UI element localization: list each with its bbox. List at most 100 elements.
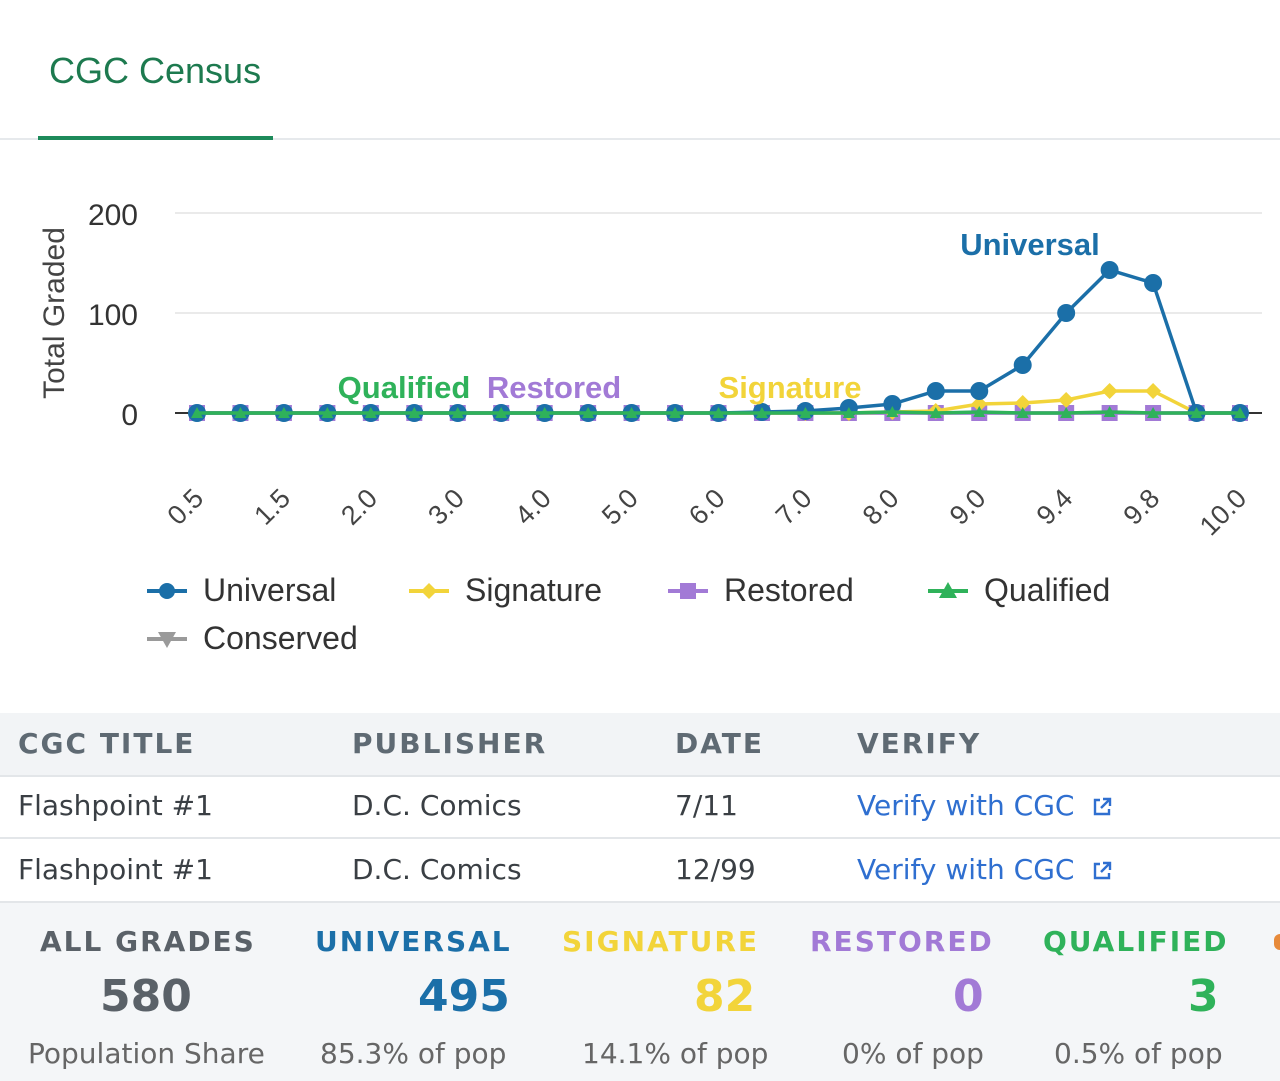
data-point-qualified	[1234, 407, 1246, 418]
stat-value: 82	[694, 971, 756, 1022]
stat-label: ALL GRADES	[40, 925, 256, 958]
x-tick-label: 9.8	[1118, 483, 1166, 531]
series-annotation-signature: Signature	[719, 370, 862, 405]
y-tick-label: 200	[88, 199, 138, 232]
cell-publisher: D.C. Comics	[352, 789, 522, 822]
legend-marker-conserved	[147, 632, 187, 648]
legend-item-conserved[interactable]: Conserved	[145, 616, 385, 662]
data-point-qualified	[669, 407, 682, 418]
x-tick-label: 0.5	[161, 483, 209, 531]
series-annotation-universal: Universal	[960, 227, 1100, 262]
data-point-signature	[1145, 383, 1162, 399]
external-link-icon	[1094, 861, 1112, 880]
x-tick-label: 9.0	[944, 483, 992, 531]
data-point-qualified	[712, 407, 725, 418]
stat-universal: UNIVERSAL 495 85.3% of pop	[282, 903, 522, 1081]
stat-share: 0% of pop	[842, 1037, 984, 1070]
cell-title: Flashpoint #1	[18, 853, 213, 886]
legend-item-signature[interactable]: Signature	[407, 568, 627, 614]
cell-date: 12/99	[675, 853, 756, 886]
table-row: Flashpoint #1 D.C. Comics 7/11 Verify wi…	[0, 775, 1280, 839]
active-tab-indicator	[38, 136, 273, 140]
data-point-qualified	[408, 407, 421, 418]
x-tick-label: 3.0	[422, 483, 470, 531]
data-point-qualified	[842, 407, 855, 418]
data-point-qualified	[538, 407, 551, 418]
census-line-chart: 200 100 0 0.5 1.5 2.0 3.0 4.0 5.0 6.0 7.0 8.0 9.0 9.4…	[88, 199, 1262, 540]
x-tick-label: 10.0	[1194, 483, 1252, 540]
stat-label: QUALIFIED	[1043, 925, 1229, 958]
stat-all-grades: ALL GRADES 580 Population Share	[0, 903, 282, 1081]
stat-value: 495	[418, 971, 510, 1022]
legend-item-restored[interactable]: Restored	[666, 568, 886, 614]
stat-share: 14.1% of pop	[582, 1037, 769, 1070]
legend-item-qualified[interactable]: Qualified	[926, 568, 1146, 614]
x-tick-label: 9.4	[1031, 483, 1079, 531]
tab-bar: CGC Census	[0, 0, 1280, 140]
external-link-icon	[1094, 797, 1112, 816]
data-point-qualified	[321, 407, 334, 418]
legend-marker-restored	[668, 583, 708, 599]
stat-share: 85.3% of pop	[320, 1037, 507, 1070]
table-header: CGC TITLE PUBLISHER DATE VERIFY	[0, 713, 1280, 777]
data-point-qualified	[886, 406, 899, 417]
data-point-qualified	[495, 407, 508, 418]
stat-value: 580	[100, 971, 192, 1022]
data-point-qualified	[191, 407, 203, 418]
y-tick-label: 0	[121, 399, 138, 432]
data-point-signature	[1101, 383, 1118, 399]
data-point-qualified	[1016, 407, 1029, 418]
data-point-qualified	[277, 407, 290, 418]
col-header-verify: VERIFY	[857, 727, 982, 760]
data-point-universal	[1057, 304, 1076, 322]
y-tick-label: 100	[88, 299, 138, 332]
data-point-qualified	[799, 407, 812, 418]
data-point-qualified	[364, 407, 377, 418]
x-tick-label: 7.0	[770, 483, 818, 531]
data-point-qualified	[973, 406, 986, 417]
x-tick-label: 8.0	[857, 483, 905, 531]
legend-label-signature: Signature	[465, 572, 602, 608]
tab-cgc-census[interactable]: CGC Census	[38, 40, 273, 140]
verify-link-label: Verify with CGC	[857, 853, 1075, 886]
stat-qualified: QUALIFIED 3 0.5% of pop	[1012, 903, 1274, 1081]
legend-item-universal[interactable]: Universal	[145, 568, 365, 614]
data-point-signature	[971, 396, 988, 412]
legend-marker-universal	[147, 583, 187, 599]
data-point-qualified	[234, 407, 247, 418]
legend-label-universal: Universal	[203, 572, 337, 608]
col-header-date: DATE	[675, 727, 764, 760]
x-tick-label: 6.0	[683, 483, 731, 531]
data-point-universal	[883, 395, 902, 413]
stat-restored: RESTORED 0 0% of pop	[772, 903, 1012, 1081]
data-point-qualified	[929, 407, 942, 418]
x-tick-label: 1.5	[248, 483, 296, 531]
series-annotation-qualified: Qualified	[338, 370, 471, 405]
data-point-qualified	[1190, 407, 1203, 418]
stat-value: 0	[953, 971, 984, 1022]
population-stats: ALL GRADES 580 Population Share UNIVERSA…	[0, 903, 1280, 1081]
legend-label-restored: Restored	[724, 572, 854, 608]
col-header-publisher: PUBLISHER	[352, 727, 548, 760]
verify-link[interactable]: Verify with CGC	[857, 789, 1113, 822]
table-row: Flashpoint #1 D.C. Comics 12/99 Verify w…	[0, 839, 1280, 903]
cell-date: 7/11	[675, 789, 738, 822]
data-point-signature	[1014, 395, 1031, 411]
stat-label: UNIVERSAL	[315, 925, 512, 958]
stat-share: 0.5% of pop	[1054, 1037, 1223, 1070]
data-point-universal	[1013, 356, 1032, 374]
stat-signature: SIGNATURE 82 14.1% of pop	[522, 903, 772, 1081]
data-point-qualified	[755, 407, 768, 418]
legend-label-qualified: Qualified	[984, 572, 1111, 608]
data-point-qualified	[1103, 406, 1116, 417]
data-point-qualified	[1147, 407, 1160, 418]
x-tick-label: 5.0	[596, 483, 644, 531]
data-point-qualified	[625, 407, 638, 418]
verify-link[interactable]: Verify with CGC	[857, 853, 1113, 886]
series-annotation-restored: Restored	[487, 370, 621, 405]
stat-label: RESTORED	[810, 925, 994, 958]
legend-marker-signature	[409, 583, 449, 599]
data-point-universal	[926, 382, 945, 400]
legend-marker-qualified	[928, 582, 968, 598]
next-stat-overflow	[1274, 934, 1280, 950]
